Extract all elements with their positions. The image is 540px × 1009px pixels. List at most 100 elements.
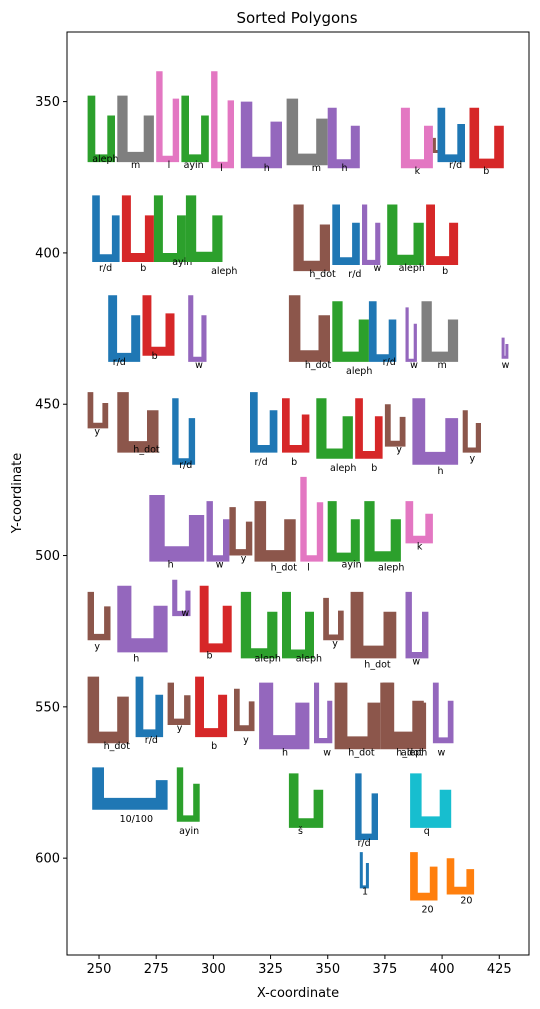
- x-tick-label: 300: [201, 962, 226, 977]
- y-tick-label: 450: [35, 398, 60, 413]
- polygon-label: w: [323, 747, 331, 758]
- polygon-aleph-46: [364, 501, 401, 562]
- polygon-label: w: [216, 560, 224, 571]
- polygon-label: aleph: [255, 654, 281, 665]
- polygon-b-13: [121, 195, 154, 262]
- polygon-label: h: [342, 163, 348, 174]
- polygon-label: r/d: [255, 457, 268, 468]
- polygon-label: r/d: [383, 357, 396, 368]
- polygon-label: y: [241, 554, 247, 565]
- polygon-aleph-19: [387, 204, 424, 265]
- polygon-label: l: [168, 160, 171, 171]
- polygon-label: h_dot: [309, 269, 336, 280]
- polygon-w-18: [362, 204, 381, 265]
- polygon-label: w: [181, 608, 189, 619]
- x-tick-label: 250: [87, 962, 112, 977]
- polygon-label: aleph: [399, 263, 425, 274]
- polygon-h-dot-55: [350, 591, 397, 659]
- polygon-label: y: [470, 454, 476, 465]
- polygon-r-d-21: [108, 295, 141, 362]
- polygon-label: m: [438, 360, 447, 371]
- polygon-h-7: [327, 107, 360, 169]
- polygon-b-36: [355, 398, 383, 459]
- polygon-r-d-33: [250, 392, 278, 453]
- polygon-label: m: [312, 163, 321, 174]
- polygon-ayin-14: [153, 195, 186, 262]
- polygon-label: ayin: [184, 160, 204, 171]
- polygon-label: aleph: [378, 563, 404, 574]
- polygon-label: k: [417, 542, 423, 553]
- polygon-aleph-15: [185, 195, 223, 262]
- polygon-h-62: [259, 682, 310, 750]
- x-tick-label: 325: [258, 962, 283, 977]
- polygon-label: aleph: [346, 366, 372, 377]
- polygon-ayin-69: [176, 767, 200, 822]
- polygon-label: w: [374, 263, 382, 274]
- polygon-y-39: [462, 410, 481, 453]
- y-tick-label: 400: [35, 246, 60, 261]
- polygon-b-22: [142, 295, 175, 356]
- polygon-r-d-10: [437, 107, 465, 163]
- polygon-h-5: [240, 101, 282, 169]
- y-tick-label: 350: [35, 95, 60, 110]
- polygon-y-54: [323, 597, 344, 641]
- polygon-label: y: [396, 445, 402, 456]
- polygon-label: l: [220, 163, 223, 174]
- polygon-y-42: [229, 507, 253, 556]
- polygon-10-100-68: [92, 767, 168, 810]
- polygon-label: š: [298, 826, 303, 837]
- polygon-label: r/d: [99, 263, 112, 274]
- polygon-label: ayin: [172, 257, 192, 268]
- polygon-w-56: [405, 591, 429, 659]
- polygon-label: aleph: [296, 654, 322, 665]
- polygon-b-60: [195, 676, 228, 738]
- polygon-label: y: [94, 641, 100, 652]
- x-tick-label: 275: [144, 962, 169, 977]
- polygon-label: ayin: [179, 826, 199, 837]
- polygon-w-63: [314, 682, 333, 744]
- polygon-q-72: [410, 773, 452, 828]
- polygon-aleph-0: [87, 95, 115, 163]
- y-axis: 350 400 450 500 550 600: [35, 95, 67, 867]
- polygon-r-d-26: [368, 301, 397, 362]
- x-tick-label: 425: [487, 962, 512, 977]
- polygon-label: r/d: [449, 160, 462, 171]
- polygon-b-11: [469, 107, 504, 169]
- polygon-b-20: [426, 204, 459, 265]
- polygon-aleph-35: [316, 398, 353, 459]
- polygon-l-4: [211, 71, 234, 169]
- polygon-label: 20: [460, 896, 472, 907]
- polygon-h-dot-43: [254, 501, 296, 562]
- polygon-y-48: [87, 591, 111, 641]
- polygon-m-28: [421, 301, 459, 362]
- x-axis-label: X-coordinate: [257, 986, 339, 1001]
- polygon-1-73: [359, 852, 369, 889]
- polygon-label: h_dot: [104, 741, 131, 752]
- polygon-ayin-45: [327, 501, 360, 562]
- polygon-w-23: [188, 295, 207, 362]
- polygon-label: h_dot: [305, 360, 332, 371]
- polygon-label: r/d: [179, 460, 192, 471]
- polygon-label: b: [483, 166, 489, 177]
- polygon-k-47: [405, 501, 433, 544]
- polygon-m-6: [286, 98, 328, 166]
- polygon-h-40: [149, 495, 205, 562]
- polygon-h-49: [117, 585, 168, 653]
- polygon-aleph-53: [282, 591, 314, 659]
- polygon-label: h_dot: [364, 660, 391, 671]
- polygon-b-51: [199, 585, 232, 653]
- polygon-y-59: [167, 682, 191, 725]
- polygon-label: b: [291, 457, 297, 468]
- polygon-label: b: [152, 351, 158, 362]
- polygon-r-d-71: [355, 773, 378, 840]
- polygon-label: b: [140, 263, 146, 274]
- polygon-h-dot-31: [117, 392, 159, 453]
- y-tick-label: 500: [35, 549, 60, 564]
- polygon-w-27: [405, 307, 417, 362]
- polygon-label: w: [195, 360, 203, 371]
- polygon-w-29: [501, 337, 509, 359]
- polygon-r-d-32: [172, 398, 196, 465]
- polygon-label: 1: [362, 887, 368, 898]
- polygon-b-34: [282, 398, 310, 453]
